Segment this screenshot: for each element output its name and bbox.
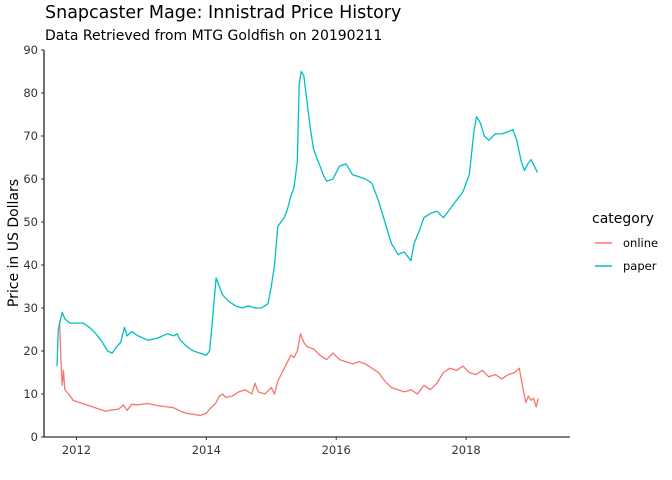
legend-title: category xyxy=(592,211,654,227)
y-tick-label: 0 xyxy=(31,430,38,444)
chart-subtitle: Data Retrieved from MTG Goldfish on 2019… xyxy=(45,28,383,44)
x-tick-label: 2018 xyxy=(451,443,480,457)
y-tick-label: 90 xyxy=(23,43,38,57)
y-axis-ticks: 0 10 20 30 40 50 60 70 80 90 xyxy=(23,43,44,444)
y-tick-label: 20 xyxy=(23,344,38,358)
x-tick-label: 2014 xyxy=(192,443,221,457)
series-line-paper xyxy=(56,70,539,367)
y-axis-title: Price in US Dollars xyxy=(6,179,22,307)
legend: category online paper xyxy=(592,211,658,273)
y-tick-label: 50 xyxy=(23,215,38,229)
y-tick-label: 10 xyxy=(23,387,38,401)
series-line-online xyxy=(58,320,539,417)
y-tick-label: 30 xyxy=(23,301,38,315)
chart-title: Snapcaster Mage: Innistrad Price History xyxy=(45,3,402,23)
x-tick-label: 2016 xyxy=(322,443,351,457)
x-tick-label: 2012 xyxy=(62,443,91,457)
x-axis-ticks: 2012 2014 2016 2018 xyxy=(62,437,481,457)
plot-area xyxy=(56,70,539,417)
y-tick-label: 40 xyxy=(23,258,38,272)
legend-label-paper: paper xyxy=(623,259,657,273)
y-tick-label: 60 xyxy=(23,172,38,186)
y-tick-label: 70 xyxy=(23,129,38,143)
y-tick-label: 80 xyxy=(23,86,38,100)
legend-label-online: online xyxy=(623,236,658,250)
